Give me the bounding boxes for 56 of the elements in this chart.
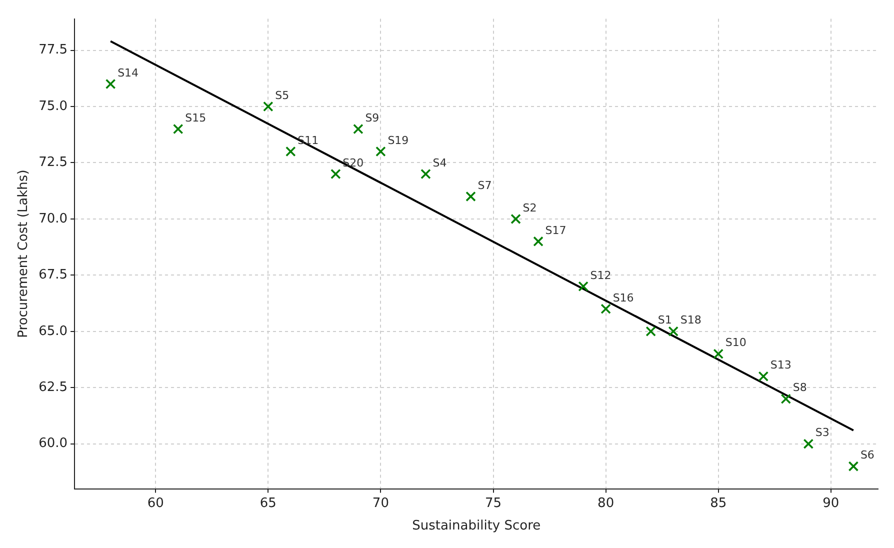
x-tick-label: 60 bbox=[147, 496, 164, 511]
annotation: S16 bbox=[612, 291, 634, 304]
y-tick-label: 72.5 bbox=[38, 155, 68, 170]
annotation: S10 bbox=[725, 336, 746, 350]
annotation: S3 bbox=[815, 426, 830, 440]
point bbox=[803, 438, 814, 449]
point bbox=[780, 394, 792, 404]
x-tick-label: 80 bbox=[598, 496, 614, 511]
point bbox=[533, 236, 544, 247]
point bbox=[466, 191, 476, 202]
point bbox=[510, 214, 521, 224]
point bbox=[668, 326, 678, 337]
y-tick-label: 67.5 bbox=[38, 268, 68, 283]
annotation: S8 bbox=[792, 381, 807, 394]
point bbox=[105, 78, 116, 90]
x-tick-label: 85 bbox=[710, 496, 727, 511]
point bbox=[713, 348, 724, 360]
point bbox=[600, 304, 611, 314]
annotation: S17 bbox=[545, 224, 566, 237]
point bbox=[286, 146, 296, 157]
annotation: S14 bbox=[118, 66, 139, 80]
x-tick-label: 70 bbox=[372, 496, 389, 511]
point bbox=[330, 168, 341, 180]
point bbox=[420, 168, 431, 180]
annotation: S4 bbox=[432, 156, 447, 170]
y-tick-label: 77.5 bbox=[38, 42, 68, 58]
annotation: S2 bbox=[522, 201, 537, 214]
annotation: S5 bbox=[275, 88, 290, 102]
y-tick-label: 65.0 bbox=[38, 324, 68, 339]
y-tick-label: 60.0 bbox=[38, 436, 68, 452]
annotation: S13 bbox=[770, 358, 792, 372]
x-tick-label: 90 bbox=[822, 496, 840, 511]
annotation: S18 bbox=[680, 314, 702, 327]
annotation: S19 bbox=[388, 134, 409, 147]
x-tick-label: 65 bbox=[260, 496, 276, 511]
x-axis-title: Sustainability Score bbox=[412, 518, 541, 534]
y-axis-title: Procurement Cost (Lakhs) bbox=[16, 170, 32, 338]
annotation: S15 bbox=[185, 111, 206, 124]
annotation: S7 bbox=[478, 178, 492, 192]
point bbox=[376, 146, 386, 157]
annotation: S12 bbox=[590, 268, 612, 282]
point bbox=[353, 124, 364, 134]
point bbox=[758, 371, 769, 382]
annotation: S1 bbox=[658, 314, 672, 327]
annotation: S20 bbox=[342, 156, 364, 170]
y-tick-label: 75.0 bbox=[38, 98, 68, 114]
annotation: S9 bbox=[365, 111, 380, 124]
annotation: S6 bbox=[860, 448, 874, 462]
point bbox=[578, 281, 588, 292]
point bbox=[172, 124, 184, 134]
x-tick-label: 75 bbox=[484, 496, 502, 511]
y-tick-label: 70.0 bbox=[38, 211, 68, 226]
point bbox=[263, 101, 274, 112]
point bbox=[848, 461, 859, 472]
y-tick-label: 62.5 bbox=[38, 380, 68, 395]
point bbox=[646, 326, 656, 337]
